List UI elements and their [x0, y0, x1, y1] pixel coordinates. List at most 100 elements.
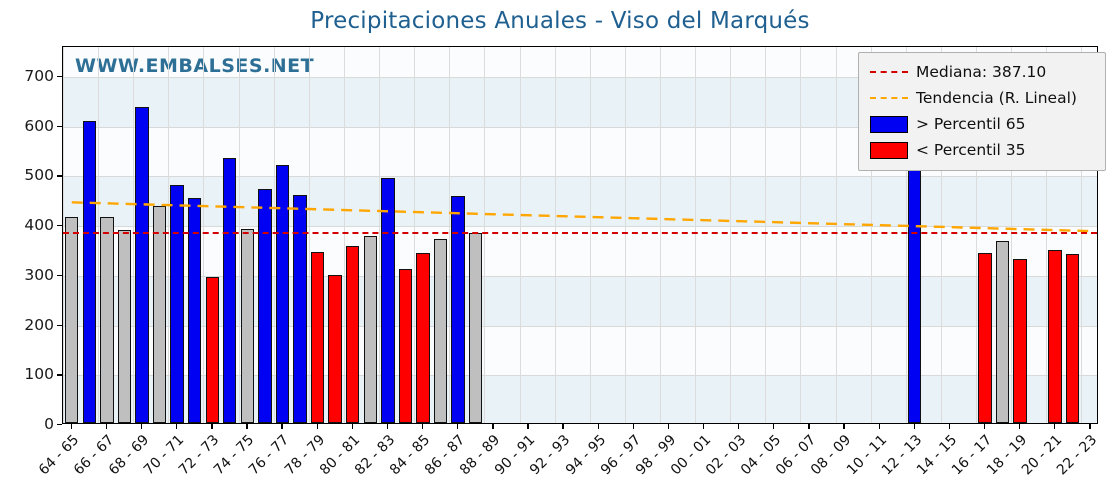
y-axis-tick-mark	[57, 374, 62, 376]
median-line	[63, 232, 1097, 235]
bar-64-65	[65, 217, 79, 423]
bar-85-86	[433, 239, 448, 423]
x-axis-tick-mark	[667, 424, 670, 429]
gridline-horizontal	[63, 176, 1097, 178]
bar-70-71	[170, 185, 184, 423]
bar-75-76	[258, 189, 272, 423]
gridline-horizontal	[63, 226, 1097, 228]
x-axis-tick-mark	[983, 424, 986, 429]
bar-83-84	[398, 268, 413, 423]
legend-p35-swatch	[868, 141, 910, 159]
x-axis-tick-mark	[527, 424, 529, 429]
gridline-vertical	[870, 47, 872, 423]
y-axis-tick-label: 400	[24, 216, 54, 235]
y-axis-tick-mark	[57, 324, 62, 326]
x-axis-tick-mark	[913, 424, 915, 429]
bar-65-66	[82, 120, 96, 423]
gridline-vertical	[414, 47, 416, 423]
gridline-vertical	[835, 47, 837, 423]
legend-median[interactable]: Mediana: 387.10	[868, 59, 1096, 85]
y-axis-tick-label: 600	[24, 116, 54, 135]
gridline-vertical	[800, 47, 802, 423]
x-axis-tick-mark	[632, 424, 634, 429]
gridline-vertical	[379, 47, 381, 423]
bar-71-72	[188, 198, 202, 423]
gridline-vertical	[624, 47, 626, 423]
bar-86-87	[451, 195, 465, 423]
y-axis-tick-mark	[57, 175, 62, 177]
gridline-vertical	[238, 47, 240, 423]
legend-p35-label: < Percentil 35	[916, 141, 1026, 159]
y-axis-tick-label: 700	[24, 66, 54, 85]
color-patch-icon	[870, 115, 908, 133]
x-axis-tick-mark	[1054, 424, 1056, 429]
bar-80-81	[346, 246, 360, 423]
gridline-vertical	[1081, 47, 1083, 423]
y-axis-tick-label: 200	[24, 315, 54, 334]
y-axis-tick-mark	[57, 125, 62, 127]
legend-p65[interactable]: > Percentil 65	[868, 111, 1096, 137]
bar-78-79	[310, 252, 325, 423]
y-axis-tick-mark	[57, 274, 62, 277]
bar-18-19	[1013, 258, 1027, 423]
legend-trend-label: Tendencia (R. Lineal)	[916, 89, 1077, 107]
x-axis-tick-mark	[351, 424, 354, 429]
dashed-line-icon	[870, 71, 908, 73]
x-axis-tick-mark	[597, 424, 599, 429]
gridline-vertical	[765, 47, 767, 423]
gridline-vertical	[203, 47, 205, 423]
dashed-line-icon	[870, 97, 908, 99]
x-axis-tick-mark	[948, 424, 951, 429]
legend-median-label: Mediana: 387.10	[916, 63, 1047, 81]
gridline-vertical	[63, 47, 64, 423]
bar-76-77	[275, 164, 290, 423]
x-axis-tick-mark	[773, 424, 775, 429]
x-axis-tick-mark	[702, 424, 705, 429]
gridline-horizontal	[63, 375, 1097, 377]
gridline-vertical	[1046, 47, 1048, 423]
gridline-vertical	[519, 47, 521, 423]
bar-82-83	[381, 178, 395, 423]
legend-trend-swatch	[868, 97, 910, 99]
x-axis-tick-mark	[1089, 424, 1091, 429]
x-axis-tick-mark	[1018, 424, 1021, 429]
x-axis-tick-mark	[246, 424, 248, 429]
bar-69-70	[152, 205, 167, 423]
color-patch-icon	[870, 141, 908, 159]
gridline-vertical	[730, 47, 732, 423]
bar-21-22	[1065, 253, 1080, 423]
y-axis-tick-label: 300	[24, 265, 54, 284]
y-axis-tick-mark	[57, 225, 62, 227]
bar-20-21	[1048, 249, 1062, 423]
x-axis-tick-mark	[105, 424, 108, 429]
x-axis-tick-mark	[281, 424, 283, 429]
watermark: WWW.EMBALSES.NET	[75, 55, 315, 77]
gridline-vertical	[273, 47, 275, 423]
bar-74-75	[240, 229, 255, 423]
bar-17-18	[995, 240, 1010, 423]
legend-trend[interactable]: Tendencia (R. Lineal)	[868, 85, 1096, 111]
gridline-vertical	[905, 47, 907, 423]
gridline-vertical	[589, 47, 591, 423]
gridline-vertical	[133, 47, 135, 423]
y-axis-tick-mark	[57, 75, 62, 78]
x-axis-tick-mark	[808, 424, 810, 429]
bar-77-78	[293, 195, 307, 423]
x-axis-tick-mark	[492, 424, 494, 429]
gridline-vertical	[940, 47, 942, 423]
x-axis-tick-mark	[70, 424, 73, 429]
gridline-vertical	[98, 47, 100, 423]
gridline-vertical	[554, 47, 556, 423]
page-title: Precipitaciones Anuales - Viso del Marqu…	[310, 8, 810, 34]
bar-73-74	[223, 158, 237, 423]
chart-legend: Mediana: 387.10 Tendencia (R. Lineal) > Pe…	[858, 52, 1106, 171]
gridline-vertical	[308, 47, 310, 423]
x-axis-tick-mark	[211, 424, 213, 429]
gridline-vertical	[449, 47, 451, 423]
legend-p35[interactable]: < Percentil 35	[868, 137, 1096, 163]
x-axis-tick-mark	[562, 424, 564, 429]
bar-72-73	[205, 277, 219, 423]
x-axis-tick-mark	[176, 424, 178, 429]
x-axis-tick-mark	[316, 424, 318, 429]
